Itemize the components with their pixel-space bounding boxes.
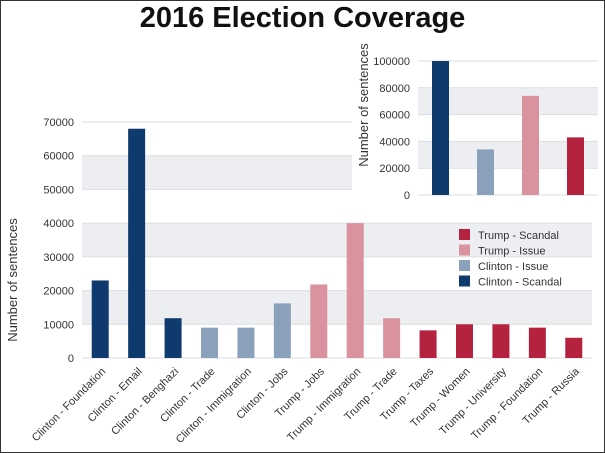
legend-swatch (459, 229, 470, 240)
y-tick-label: 50000 (43, 184, 74, 196)
grid-band (82, 223, 592, 257)
legend-label: Trump - Issue (478, 246, 545, 258)
inset-y-tick-label: 0 (404, 190, 410, 202)
legend-label: Clinton - Issue (478, 261, 548, 273)
legend-label: Trump - Scandal (478, 230, 559, 242)
y-tick-label: 0 (68, 353, 74, 365)
bar (383, 318, 401, 358)
x-tick-label: Trump - University (437, 365, 509, 437)
inset-y-tick-label: 40000 (379, 136, 410, 148)
legend-swatch (459, 260, 470, 271)
bar (492, 324, 510, 358)
y-tick-label: 60000 (43, 151, 74, 163)
legend-swatch (459, 275, 470, 287)
y-tick-label: 20000 (43, 286, 74, 298)
bar (346, 223, 364, 358)
y-tick-label: 10000 (43, 319, 74, 331)
y-axis-label: Number of sentences (5, 218, 20, 342)
inset-bar (432, 61, 449, 195)
bar (128, 128, 146, 358)
bar (528, 327, 546, 358)
inset-y-tick-label: 60000 (379, 110, 410, 122)
legend-label: Clinton - Scandal (478, 277, 562, 289)
inset-bar (522, 95, 539, 195)
bar (164, 318, 182, 358)
bar (456, 324, 473, 358)
y-tick-label: 30000 (43, 252, 74, 264)
legend-swatch (459, 244, 470, 256)
bar (201, 327, 218, 358)
bar (419, 330, 437, 358)
bar (310, 284, 328, 358)
x-tick-label: Clinton - Benghazi (109, 366, 181, 438)
bar (273, 303, 291, 358)
inset-y-tick-label: 100000 (373, 56, 410, 68)
y-tick-label: 70000 (43, 117, 74, 129)
inset-bar (477, 149, 494, 195)
inset-y-tick-label: 20000 (379, 163, 410, 175)
grid-band (82, 290, 592, 325)
inset-y-tick-label: 80000 (379, 83, 410, 95)
chart-title: 2016 Election Coverage (139, 2, 466, 34)
bar (237, 327, 255, 358)
inset-y-axis-label: Number of sentences (356, 43, 371, 167)
bar (565, 337, 583, 358)
y-tick-label: 40000 (43, 218, 74, 230)
bar (91, 280, 109, 358)
inset-bar (567, 137, 584, 195)
